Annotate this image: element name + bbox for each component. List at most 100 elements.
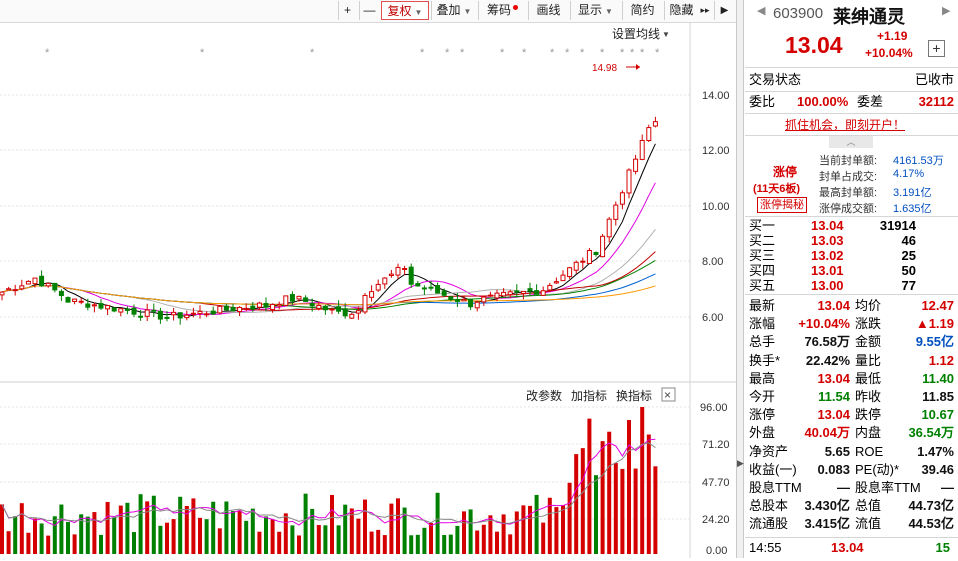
collapse-right-icon[interactable]: ▶ bbox=[714, 1, 734, 20]
candle-body bbox=[289, 294, 295, 302]
prev-stock-icon[interactable]: ◀ bbox=[757, 5, 766, 17]
volume-bar bbox=[303, 493, 308, 554]
candle-body bbox=[151, 309, 157, 312]
event-star-icon[interactable]: * bbox=[550, 47, 555, 59]
quote-value: 40.04万 bbox=[804, 425, 850, 441]
candle-body bbox=[58, 290, 64, 297]
quote-label: 涨跌 bbox=[855, 316, 882, 332]
switch-indicator-button[interactable]: 换指标 bbox=[616, 388, 652, 403]
quote-label: 量比 bbox=[855, 352, 882, 368]
event-star-icon[interactable]: * bbox=[522, 47, 527, 59]
event-star-icon[interactable]: * bbox=[640, 47, 645, 59]
event-star-icon[interactable]: * bbox=[200, 47, 205, 59]
yincang-button[interactable]: 隐藏 bbox=[664, 1, 698, 20]
volume-bar bbox=[646, 434, 651, 554]
candle-body bbox=[124, 308, 130, 311]
event-star-icon[interactable]: * bbox=[655, 47, 660, 59]
expand-left-icon[interactable]: ▶ bbox=[737, 458, 744, 468]
quote-row: 涨幅 +10.04% 涨跌 ▲1.19 bbox=[745, 315, 958, 333]
diejia-dropdown[interactable]: 叠加 ▼ bbox=[431, 1, 476, 20]
current-price: 13.04 bbox=[785, 32, 843, 58]
bid-row[interactable]: 买二 13.03 46 bbox=[745, 233, 958, 248]
kline-chart-area[interactable]: 14.00 12.00 10.00 8.00 6.00 设置均线 ▼ 14.98… bbox=[0, 22, 736, 558]
fuquan-dropdown[interactable]: 复权 ▼ bbox=[381, 1, 429, 20]
more-arrows-icon[interactable]: ▸▸ bbox=[700, 5, 710, 15]
next-stock-icon[interactable]: ▶ bbox=[942, 5, 951, 17]
candle-body bbox=[25, 280, 31, 285]
quote-value: 44.53亿 bbox=[908, 516, 954, 532]
volume-bar bbox=[462, 511, 466, 554]
promo-link[interactable]: 抓住机会，即刻开户！ bbox=[785, 118, 906, 132]
event-star-icon[interactable]: * bbox=[460, 47, 465, 59]
quote-value: 36.54万 bbox=[908, 425, 954, 441]
quote-label: PE(动)* bbox=[855, 461, 900, 477]
zoom-out-button[interactable]: — bbox=[359, 1, 379, 20]
limit-up-reveal-button[interactable]: 涨停揭秘 bbox=[757, 197, 807, 213]
event-star-icon[interactable]: * bbox=[420, 47, 425, 59]
event-markers: * * * * * * * * * * * * * * * * bbox=[45, 47, 660, 59]
event-star-icon[interactable]: * bbox=[600, 47, 605, 59]
edit-params-button[interactable]: 改参数 bbox=[526, 388, 562, 403]
xianshi-dropdown[interactable]: 显示 ▼ bbox=[570, 1, 620, 20]
volume-bar bbox=[297, 535, 301, 554]
volume-bar bbox=[46, 535, 51, 554]
volume-bar bbox=[653, 466, 658, 554]
volume-bar bbox=[389, 503, 394, 554]
collapse-toggle[interactable]: ︿ bbox=[829, 136, 873, 148]
quote-row: 总股本 3.430亿 总值 44.73亿 bbox=[745, 497, 958, 515]
candle-body bbox=[303, 297, 309, 302]
add-indicator-button[interactable]: 加指标 bbox=[571, 388, 607, 403]
event-star-icon[interactable]: * bbox=[580, 47, 585, 59]
huaxian-button[interactable]: 画线 bbox=[528, 1, 568, 20]
ma-settings-button[interactable]: 设置均线 bbox=[612, 27, 660, 41]
volume-bar bbox=[191, 498, 196, 554]
panel-splitter[interactable]: ▶ bbox=[736, 0, 744, 558]
quote-value: 13.04 bbox=[817, 407, 850, 423]
bid-row[interactable]: 买三 13.02 25 bbox=[745, 248, 958, 263]
weibi-row: 委比 100.00% 委差 32112 bbox=[749, 94, 954, 109]
zoom-in-button[interactable]: + bbox=[338, 1, 356, 20]
volume-bar bbox=[574, 454, 579, 554]
ma-line bbox=[1, 229, 656, 314]
volume-bar bbox=[105, 501, 110, 554]
volume-bar bbox=[99, 534, 103, 554]
vol-tick-label: 96.00 bbox=[700, 402, 728, 414]
event-star-icon[interactable]: * bbox=[310, 47, 315, 59]
jianyue-button[interactable]: 简约 bbox=[622, 1, 662, 20]
volume-bar bbox=[26, 532, 31, 554]
event-star-icon[interactable]: * bbox=[630, 47, 635, 59]
event-star-icon[interactable]: * bbox=[445, 47, 450, 59]
bid-row[interactable]: 买五 13.00 77 bbox=[745, 278, 958, 293]
close-icon[interactable]: × bbox=[664, 388, 671, 402]
volume-bar bbox=[217, 528, 222, 554]
bid-price: 13.02 bbox=[811, 248, 844, 263]
volume-bar bbox=[356, 518, 361, 554]
candle-body bbox=[223, 305, 229, 311]
chouma-button[interactable]: 筹码 bbox=[478, 1, 526, 20]
candle-body bbox=[369, 291, 375, 298]
event-star-icon[interactable]: * bbox=[45, 47, 50, 59]
candle-body bbox=[639, 139, 645, 160]
quote-label: 今开 bbox=[749, 389, 776, 404]
volume-bar bbox=[475, 530, 480, 554]
event-star-icon[interactable]: * bbox=[500, 47, 505, 59]
candle-body bbox=[567, 267, 573, 278]
close-indicator-button[interactable] bbox=[661, 387, 676, 402]
kline-chart[interactable]: 14.00 12.00 10.00 8.00 6.00 设置均线 ▼ 14.98… bbox=[0, 22, 736, 558]
bid-row[interactable]: 买一 13.04 31914 bbox=[745, 218, 958, 233]
candle-body bbox=[501, 291, 507, 297]
quote-label: ROE bbox=[855, 443, 884, 459]
volume-bar bbox=[607, 431, 612, 554]
quote-label: 最高 bbox=[749, 370, 776, 386]
bid-row[interactable]: 买四 13.01 50 bbox=[745, 263, 958, 278]
moving-average-lines bbox=[1, 143, 656, 317]
add-watchlist-button[interactable]: + bbox=[928, 40, 945, 57]
volume-bar bbox=[250, 508, 255, 554]
bid-price: 13.04 bbox=[811, 218, 844, 233]
candle-body bbox=[309, 303, 315, 307]
event-star-icon[interactable]: * bbox=[565, 47, 570, 59]
quote-label: 最新 bbox=[749, 298, 776, 313]
event-star-icon[interactable]: * bbox=[620, 47, 625, 59]
volume-bar bbox=[363, 499, 367, 554]
candle-body bbox=[600, 235, 606, 258]
